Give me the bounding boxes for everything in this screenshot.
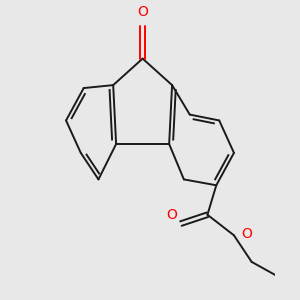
Text: O: O (137, 5, 148, 19)
Text: O: O (167, 208, 178, 222)
Text: O: O (241, 227, 252, 241)
